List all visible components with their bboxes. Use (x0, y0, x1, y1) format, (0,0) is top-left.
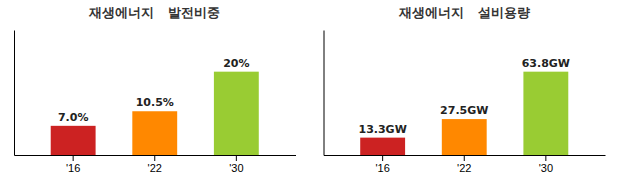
bar (214, 72, 259, 155)
x-tick: '30 (229, 155, 243, 174)
chart-title: 재생에너지 발전비중 (88, 5, 220, 20)
data-label: 20% (223, 57, 249, 70)
data-label: 13.3GW (358, 123, 406, 136)
data-label: 7.0% (58, 111, 89, 124)
x-tick-mark (382, 155, 383, 161)
data-label: 10.5% (136, 96, 174, 109)
x-tick: '16 (66, 155, 80, 174)
x-tick: '22 (457, 155, 471, 174)
y-axis-line (14, 31, 15, 156)
x-tick-label: '16 (66, 162, 80, 174)
x-tick-mark (73, 155, 74, 161)
x-tick: '22 (148, 155, 162, 174)
chart-title: 재생에너지 설비용량 (398, 5, 530, 20)
chart-root: 재생에너지 발전비중7.0%10.5%20%'16'22'30재생에너지 설비용… (0, 0, 619, 177)
bar (51, 126, 96, 155)
data-labels: 7.0% 10.5% 20% (58, 57, 250, 124)
panel: 재생에너지 발전비중 7.0% 10.5% 20% '16 '22 '30 (15, 5, 297, 174)
data-label: 63.8GW (522, 57, 570, 70)
x-tick-label: '16 (375, 162, 389, 174)
x-axis: '16 '22 '30 (324, 155, 606, 174)
bars (360, 72, 568, 155)
bar (523, 72, 568, 155)
x-tick-label: '30 (539, 162, 553, 174)
x-tick-label: '22 (148, 162, 162, 174)
x-tick-mark (154, 155, 155, 161)
x-tick-label: '22 (457, 162, 471, 174)
x-tick-mark (236, 155, 237, 161)
x-axis: '16 '22 '30 (15, 155, 297, 174)
y-axis (14, 31, 15, 156)
x-tick-mark (464, 155, 465, 161)
bar (360, 138, 405, 155)
y-axis-line (324, 31, 325, 156)
data-label: 27.5GW (440, 104, 488, 117)
plot-area: 7.0% 10.5% 20% '16 '22 '30 (15, 31, 297, 174)
bar (132, 111, 177, 155)
bars (51, 72, 259, 155)
plot-area: 13.3GW 27.5GW 63.8GW '16 '22 '30 (324, 31, 606, 174)
x-tick: '30 (539, 155, 553, 174)
panel: 재생에너지 설비용량 13.3GW 27.5GW 63.8GW '16 '22 '30 (324, 5, 606, 174)
x-tick-label: '30 (229, 162, 243, 174)
x-tick-mark (545, 155, 546, 161)
data-labels: 13.3GW 27.5GW 63.8GW (358, 57, 570, 136)
y-axis (324, 31, 325, 156)
bar (442, 119, 487, 155)
x-tick: '16 (375, 155, 389, 174)
